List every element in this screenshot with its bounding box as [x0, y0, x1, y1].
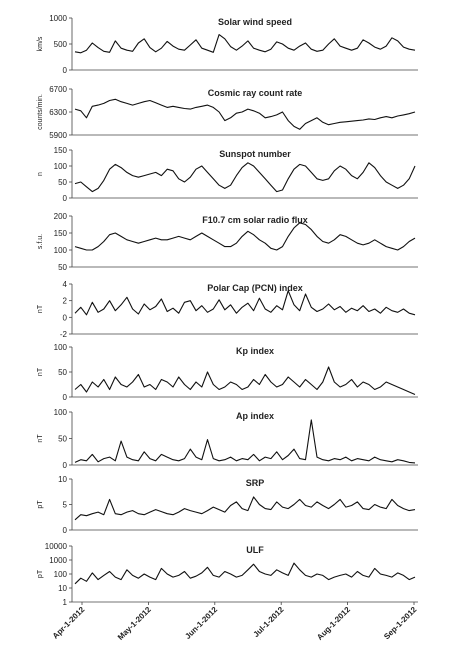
- panel-ulf: 1 10 100 1000 10000 pT ULF: [37, 542, 418, 607]
- x-tick-label: Jul-1-2012: [252, 605, 286, 639]
- series-line-ulf: [74, 562, 416, 585]
- y-axis-label: s.f.u.: [37, 234, 44, 249]
- panel-ap-index: 0 50 100 nT Ap index: [37, 408, 418, 470]
- y-axis-label: counts/min.: [37, 94, 44, 130]
- y-tick-label: -2: [60, 330, 68, 339]
- y-tick-label: 1000: [49, 556, 67, 565]
- y-tick-label: 0: [63, 66, 68, 75]
- y-tick-label: 5: [63, 501, 68, 510]
- panel-title: ULF: [246, 545, 264, 555]
- y-tick-label: 10: [58, 475, 67, 484]
- series-line-kp-index: [74, 366, 416, 396]
- y-tick-label: 50: [58, 263, 67, 272]
- y-tick-label: 100: [54, 246, 68, 255]
- panel-title: Solar wind speed: [218, 17, 292, 27]
- x-tick-labels: Apr-1-2012 May-1-2012 Jun-1-2012 Jul-1-2012…: [51, 602, 419, 642]
- panel-title: Sunspot number: [219, 149, 291, 159]
- y-tick-label: 100: [54, 408, 68, 417]
- panel-sunspot-number: 0 50 100 150 n Sunspot number: [37, 146, 418, 203]
- panel-solar-wind-speed: 0 500 1000 km/s Solar wind speed: [37, 14, 418, 75]
- y-tick-label: 0: [63, 393, 68, 402]
- x-tick-label: Sep-1-2012: [382, 605, 419, 642]
- panel-title: F10.7 cm solar radio flux: [202, 215, 308, 225]
- y-tick-label: 100: [54, 570, 68, 579]
- series-line-f10-7-cm-solar-radio-flux: [74, 222, 416, 251]
- y-axis-label: pT: [37, 500, 44, 509]
- y-tick-label: 1: [63, 598, 68, 607]
- panel-title: Cosmic ray count rate: [208, 88, 303, 98]
- y-tick-label: 6700: [49, 85, 67, 94]
- y-tick-label: 1000: [49, 14, 67, 23]
- panel-title: SRP: [246, 478, 265, 488]
- panel-title: Ap index: [236, 411, 274, 421]
- y-tick-label: 10000: [45, 542, 68, 551]
- y-axis-label: pT: [37, 569, 44, 578]
- panel-cosmic-ray-count-rate: 5900 6300 6700 counts/min. Cosmic ray count …: [37, 85, 418, 140]
- panel-title: Kp index: [236, 346, 274, 356]
- y-tick-label: 50: [58, 435, 67, 444]
- y-tick-label: 150: [54, 229, 68, 238]
- panel-polar-cap-pcn-index: -2 0 2 4 nT Polar Cap (PCN) index: [37, 280, 418, 339]
- x-tick-label: May-1-2012: [116, 605, 153, 642]
- x-tick-label: Apr-1-2012: [51, 605, 87, 641]
- x-tick-label: Aug-1-2012: [315, 605, 352, 642]
- y-tick-label: 0: [63, 194, 68, 203]
- panel-title: Polar Cap (PCN) index: [207, 283, 303, 293]
- y-tick-label: 0: [63, 313, 68, 322]
- y-tick-label: 100: [54, 162, 68, 171]
- panel-srp: 0 5 10 pT SRP: [37, 475, 418, 535]
- y-tick-label: 500: [54, 40, 68, 49]
- y-tick-label: 4: [63, 280, 68, 289]
- y-tick-label: 2: [63, 297, 68, 306]
- y-axis-label: n: [37, 172, 44, 176]
- series-line-sunspot-number: [74, 162, 416, 193]
- y-tick-label: 0: [63, 461, 68, 470]
- series-line-cosmic-ray-count-rate: [74, 98, 416, 130]
- y-tick-label: 50: [58, 178, 67, 187]
- y-tick-label: 0: [63, 526, 68, 535]
- panel-kp-index: 0 50 100 nT Kp index: [37, 343, 418, 402]
- x-tick-label: Jun-1-2012: [183, 605, 219, 641]
- series-line-ap-index: [74, 419, 416, 464]
- y-axis-label: nT: [37, 434, 44, 443]
- series-line-polar-cap-pcn-index: [74, 290, 416, 316]
- y-tick-label: 10: [58, 584, 67, 593]
- y-tick-label: 100: [54, 343, 68, 352]
- y-axis-label: km/s: [37, 36, 44, 51]
- series-line-solar-wind-speed: [74, 34, 416, 54]
- panel-f10-7-cm-solar-radio-flux: 50 100 150 200 s.f.u. F10.7 cm solar radio fl…: [37, 212, 418, 272]
- y-axis-label: nT: [37, 367, 44, 376]
- y-tick-label: 50: [58, 368, 67, 377]
- y-tick-label: 5900: [49, 131, 67, 140]
- y-axis-label: nT: [37, 304, 44, 313]
- y-tick-label: 150: [54, 146, 68, 155]
- y-tick-label: 200: [54, 212, 68, 221]
- y-tick-label: 6300: [49, 108, 67, 117]
- series-line-srp: [74, 496, 416, 521]
